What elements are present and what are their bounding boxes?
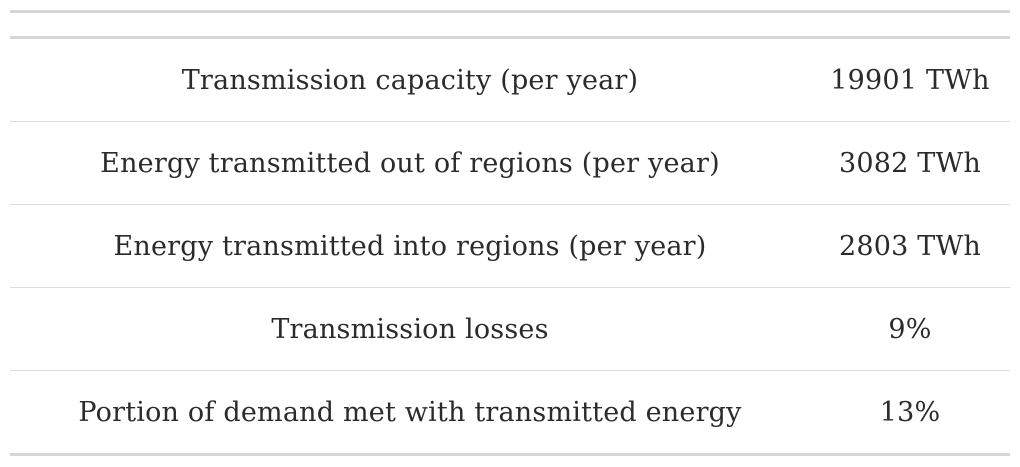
row-label: Energy transmitted into regions (per yea… (10, 204, 810, 288)
row-label: Portion of demand met with transmitted e… (10, 370, 810, 455)
row-value: 9% (810, 287, 1010, 371)
transmission-summary-table: Transmission capacity (per year) 19901 T… (10, 36, 1010, 456)
table-row-transmission-losses: Transmission losses 9% (10, 287, 1010, 371)
top-divider (10, 10, 1010, 13)
row-value: 2803 TWh (810, 204, 1010, 288)
table-row-transmission-capacity: Transmission capacity (per year) 19901 T… (10, 38, 1010, 122)
table-row-demand-portion: Portion of demand met with transmitted e… (10, 370, 1010, 455)
row-label: Energy transmitted out of regions (per y… (10, 121, 810, 205)
transmission-summary-table-container: Transmission capacity (per year) 19901 T… (10, 36, 1010, 456)
row-value: 13% (810, 370, 1010, 455)
table-row-energy-out: Energy transmitted out of regions (per y… (10, 121, 1010, 205)
row-value: 19901 TWh (830, 64, 990, 96)
table-row-energy-in: Energy transmitted into regions (per yea… (10, 204, 1010, 288)
row-label: Transmission capacity (per year) (181, 64, 639, 96)
row-value: 3082 TWh (810, 121, 1010, 205)
row-label: Transmission losses (10, 287, 810, 371)
